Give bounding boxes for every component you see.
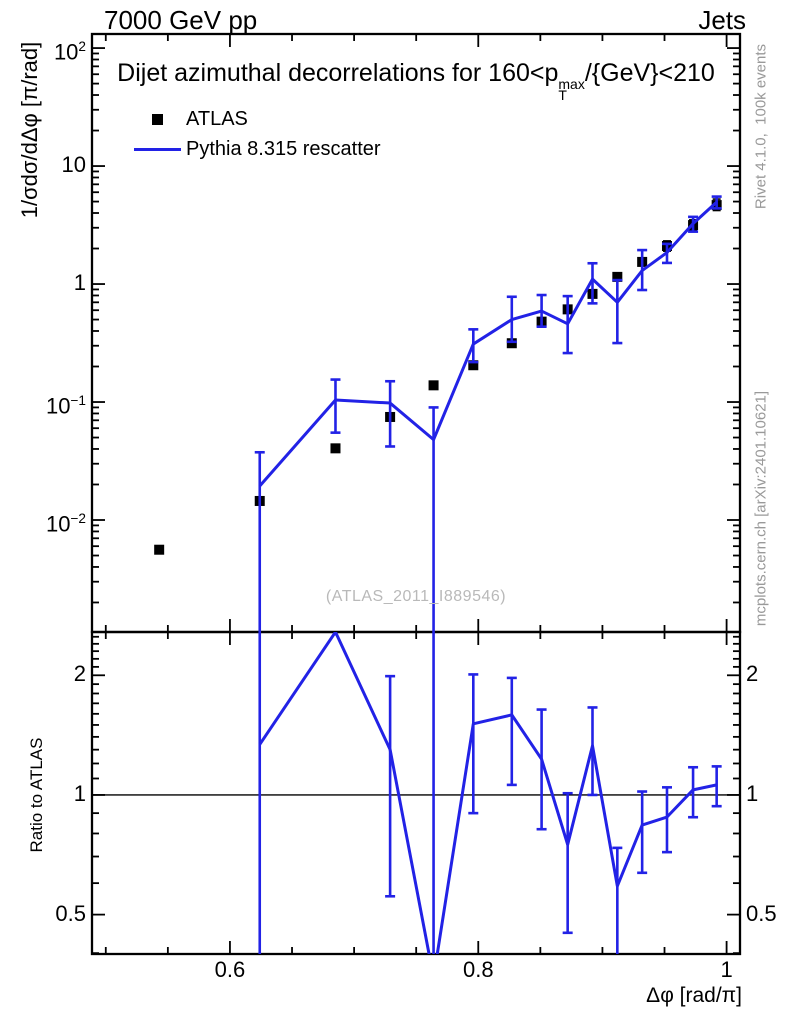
title-suffix: /{GeV}<210 <box>584 59 715 87</box>
ratio-line <box>258 632 717 954</box>
x-axis-label: Δφ [rad/π] <box>646 984 742 1007</box>
title-pt-stack: max T <box>558 75 585 103</box>
ratio-y-tick-label-left: 0.5 <box>55 900 86 926</box>
legend-item-atlas: ATLAS <box>128 104 381 134</box>
mcplots-reference-label: mcplots.cern.ch [arXiv:2401.10621] <box>752 390 770 627</box>
ratio-y-tick-label-right: 0.5 <box>746 900 777 926</box>
legend: ATLAS Pythia 8.315 rescatter <box>128 104 381 164</box>
legend-label-pythia: Pythia 8.315 rescatter <box>186 137 381 160</box>
y-tick-label-main: 102 <box>53 39 86 65</box>
atlas-data-point <box>154 544 165 555</box>
legend-item-pythia: Pythia 8.315 rescatter <box>128 134 381 164</box>
y-tick-label-main: 10 <box>61 152 86 178</box>
y-tick-label-main: 10−1 <box>45 393 86 419</box>
ratio-y-tick-label-left: 1 <box>73 780 86 806</box>
pythia-line <box>258 200 718 488</box>
x-tick-label: 0.8 <box>462 957 494 982</box>
rivet-version-label: Rivet 4.1.0, 100k events <box>752 43 770 210</box>
title-superscript: max <box>558 75 585 92</box>
atlas-data-point <box>468 360 479 371</box>
title-prefix: Dijet azimuthal decorrelations for 160<p <box>117 59 559 87</box>
ratio-y-tick-label-left: 2 <box>73 661 86 687</box>
ratio-y-tick-label-right: 1 <box>746 780 759 806</box>
watermark-analysis-id: (ATLAS_2011_I889546) <box>325 588 507 605</box>
legend-label-atlas: ATLAS <box>186 107 248 130</box>
process-label: Jets <box>698 5 746 35</box>
atlas-data-point <box>428 380 439 391</box>
y-tick-label-main: 10−2 <box>45 511 86 537</box>
atlas-data-point <box>612 271 623 282</box>
pythia-line-icon <box>133 147 181 151</box>
y-tick-label-main: 1 <box>73 270 86 296</box>
y-axis-label-main: 1/σdσ/dΔφ [π/rad] <box>17 41 42 219</box>
main-panel-series <box>154 195 722 632</box>
y-axis-label-ratio: Ratio to ATLAS <box>27 737 46 853</box>
title-subscript: T <box>558 86 567 103</box>
atlas-square-marker-icon <box>151 113 163 125</box>
atlas-data-point <box>330 443 341 454</box>
x-tick-label: 0.6 <box>214 957 246 982</box>
ratio-panel-frame <box>90 630 742 956</box>
beam-energy-label: 7000 GeV pp <box>104 5 258 35</box>
x-tick-label: 1 <box>720 957 733 982</box>
ratio-panel-series <box>258 632 722 954</box>
ratio-y-tick-label-right: 2 <box>746 661 759 687</box>
atlas-data-point <box>506 338 517 349</box>
plot-title: Dijet azimuthal decorrelations for 160<p… <box>92 59 740 103</box>
